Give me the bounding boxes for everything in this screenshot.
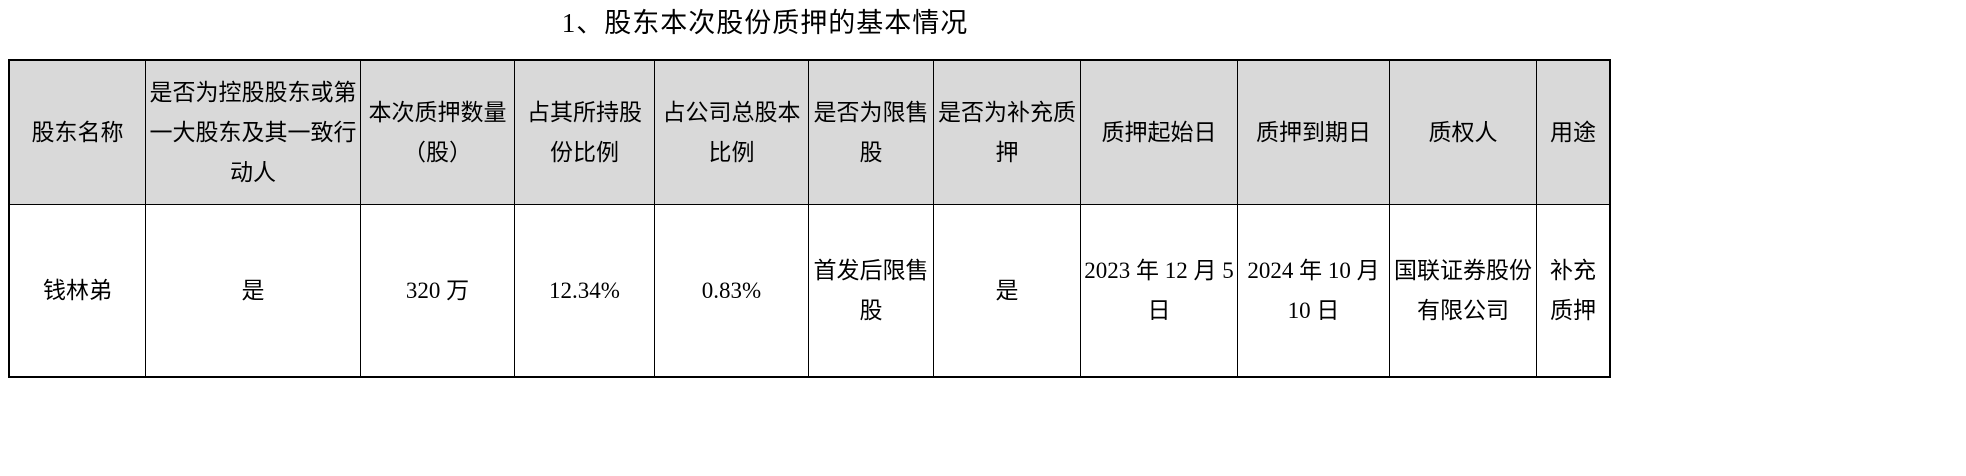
table-row: 钱林弟 是 320 万 12.34% 0.83% 首发后限售股 是 2023 年… [8,204,1611,378]
cell-pledge-start-date: 2023 年 12 月 5 日 [1080,204,1238,378]
cell-is-supplementary-pledge: 是 [933,204,1081,378]
column-header-is-restricted-shares: 是否为限售股 [808,59,934,205]
table-body: 钱林弟 是 320 万 12.34% 0.83% 首发后限售股 是 2023 年… [8,204,1611,378]
column-header-pledge-start-date: 质押起始日 [1080,59,1238,205]
cell-pledged-quantity: 320 万 [360,204,515,378]
column-header-pledgee: 质权人 [1389,59,1537,205]
column-header-shareholder-name: 股东名称 [8,59,146,205]
table-header-row: 股东名称 是否为控股股东或第一大股东及其一致行动人 本次质押数量（股） 占其所持… [8,59,1611,205]
column-header-percent-of-total-capital: 占公司总股本比例 [654,59,809,205]
cell-is-controlling-shareholder: 是 [145,204,361,378]
pledge-table-container: 股东名称 是否为控股股东或第一大股东及其一致行动人 本次质押数量（股） 占其所持… [8,59,1611,378]
cell-percent-of-holdings: 12.34% [514,204,655,378]
column-header-is-controlling-shareholder: 是否为控股股东或第一大股东及其一致行动人 [145,59,361,205]
cell-percent-of-total-capital: 0.83% [654,204,809,378]
table-header: 股东名称 是否为控股股东或第一大股东及其一致行动人 本次质押数量（股） 占其所持… [8,59,1611,205]
column-header-percent-of-holdings: 占其所持股份比例 [514,59,655,205]
cell-pledgee: 国联证券股份有限公司 [1389,204,1537,378]
cell-purpose: 补充质押 [1536,204,1611,378]
cell-shareholder-name: 钱林弟 [8,204,146,378]
cell-pledge-end-date: 2024 年 10 月 10 日 [1237,204,1390,378]
column-header-pledge-end-date: 质押到期日 [1237,59,1390,205]
column-header-pledged-quantity: 本次质押数量（股） [360,59,515,205]
share-pledge-table: 股东名称 是否为控股股东或第一大股东及其一致行动人 本次质押数量（股） 占其所持… [8,59,1611,378]
column-header-purpose: 用途 [1536,59,1611,205]
page-title: 1、股东本次股份质押的基本情况 [561,8,969,38]
column-header-is-supplementary-pledge: 是否为补充质押 [933,59,1081,205]
cell-is-restricted-shares: 首发后限售股 [808,204,934,378]
